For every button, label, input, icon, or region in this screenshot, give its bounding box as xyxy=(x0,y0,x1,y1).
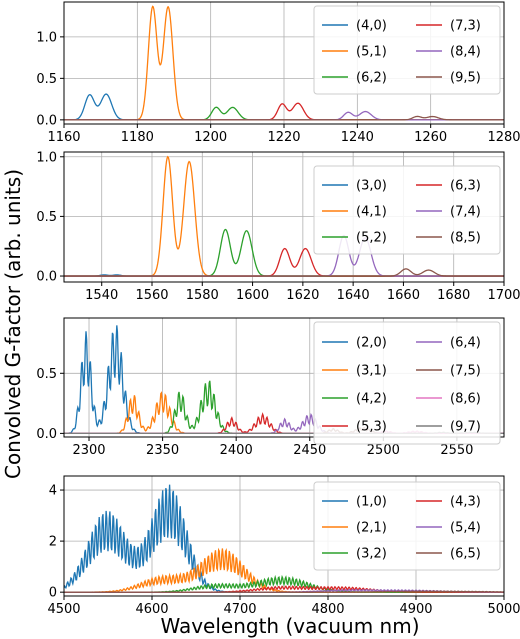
legend-entry: (8,4) xyxy=(450,45,481,60)
legend-entry: (4,0) xyxy=(356,19,387,34)
axes-frame xyxy=(63,317,505,438)
legend-entry: (6,4) xyxy=(450,336,481,351)
legend-entry: (8,6) xyxy=(450,392,481,407)
x-tick-label: 1260 xyxy=(414,130,447,145)
legend-entry: (2,0) xyxy=(356,336,387,351)
x-tick-label: 1280 xyxy=(487,130,520,145)
legend-entry: (6,5) xyxy=(450,547,481,562)
x-tick-label: 1580 xyxy=(186,288,219,303)
y-tick-label: 2 xyxy=(49,535,57,550)
chart-panel-2: 1540 1560 1580 1600 1620 1640 1660 1680 1700 0.0 0… xyxy=(36,150,520,303)
y-tick-label: 1.0 xyxy=(36,150,57,165)
plot-area xyxy=(64,484,504,593)
axes-frame xyxy=(63,151,505,283)
plot-area xyxy=(64,155,504,277)
y-tick-label: 0.5 xyxy=(36,210,57,225)
plot-area xyxy=(64,5,504,121)
legend-entry: (5,4) xyxy=(450,521,481,536)
x-tick-label: 2450 xyxy=(293,443,326,458)
legend-entry: (1,0) xyxy=(356,495,387,510)
x-tick-label: 1160 xyxy=(47,130,80,145)
legend-entry: (4,1) xyxy=(356,205,387,220)
x-tick-label: 1220 xyxy=(267,130,300,145)
y-tick-label: 0 xyxy=(49,586,57,601)
legend-entry: (7,5) xyxy=(450,364,481,379)
x-tick-label: 1560 xyxy=(135,288,168,303)
y-tick-label: 1.0 xyxy=(36,30,57,45)
legend-box xyxy=(313,481,501,571)
x-tick-label: 4800 xyxy=(311,602,344,617)
legend-entry: (6,2) xyxy=(356,71,387,86)
chart-panel-1: 1160 1180 1200 1220 1240 1260 1280 0.0 0.5 1.0 (4,… xyxy=(36,1,520,145)
legend-entry: (3,1) xyxy=(356,364,387,379)
legend-box xyxy=(313,321,501,445)
legend-entry: (7,3) xyxy=(450,19,481,34)
x-tick-label: 1600 xyxy=(236,288,269,303)
x-tick-label: 1660 xyxy=(387,288,420,303)
x-tick-label: 4500 xyxy=(47,602,80,617)
y-tick-label: 0.5 xyxy=(36,72,57,87)
x-tick-label: 1640 xyxy=(337,288,370,303)
series-line xyxy=(64,268,504,277)
series-line xyxy=(64,115,504,121)
x-tick-label: 1620 xyxy=(286,288,319,303)
series-line xyxy=(64,590,504,593)
y-tick-label: 0.0 xyxy=(36,270,57,285)
legend-entry: (5,1) xyxy=(356,45,387,60)
legend-entry: (5,2) xyxy=(356,231,387,246)
legend-entry: (7,4) xyxy=(450,205,481,220)
x-tick-label: 1180 xyxy=(121,130,154,145)
x-tick-label: 2550 xyxy=(440,443,473,458)
x-tick-label: 2300 xyxy=(72,443,105,458)
x-tick-label: 2350 xyxy=(146,443,179,458)
legend: (1,0) (2,1) (3,2) (4,3) (5,4) (6,5) xyxy=(313,481,501,571)
x-tick-label: 2400 xyxy=(220,443,253,458)
y-tick-label: 4 xyxy=(49,484,57,499)
legend-entry: (6,3) xyxy=(450,179,481,194)
legend-entry: (5,3) xyxy=(356,420,387,435)
legend-entry: (3,2) xyxy=(356,547,387,562)
chart-panel-3: 2300 2350 2400 2450 2500 2550 0.0 0.5 (2,0) (3,1)… xyxy=(36,317,505,458)
y-tick-label: 0.0 xyxy=(36,113,57,128)
chart-panel-4: 4500 4600 4700 4800 4900 5000 0 2 4 (1,0) (2,1) (3,… xyxy=(47,475,520,617)
legend-entry: (2,1) xyxy=(356,521,387,536)
y-tick-label: 0.5 xyxy=(36,367,57,382)
x-tick-label: 1200 xyxy=(194,130,227,145)
x-tick-label: 1680 xyxy=(437,288,470,303)
y-tick-label: 0.0 xyxy=(36,427,57,442)
legend: (3,0) (4,1) (5,2) (6,3) (7,4) (8,5) xyxy=(313,165,501,255)
x-tick-label: 4900 xyxy=(399,602,432,617)
axes-frame xyxy=(63,475,505,597)
legend-entry: (9,7) xyxy=(450,420,481,435)
legend: (2,0) (3,1) (4,2) (5,3) (6,4) (7,5) (8,6) (9,7) xyxy=(313,321,501,445)
x-axis-label: Wavelength (vacuum nm) xyxy=(160,614,419,638)
x-tick-label: 5000 xyxy=(487,602,520,617)
x-tick-label: 4700 xyxy=(223,602,256,617)
x-tick-label: 1240 xyxy=(341,130,374,145)
legend-entry: (4,3) xyxy=(450,495,481,510)
x-tick-label: 4600 xyxy=(135,602,168,617)
legend: (4,0) (5,1) (6,2) (7,3) (8,4) (9,5) xyxy=(313,5,501,95)
y-axis-label: Convolved G-factor (arb. units) xyxy=(1,169,25,479)
legend-box xyxy=(313,165,501,255)
legend-box xyxy=(313,5,501,95)
x-tick-label: 2500 xyxy=(367,443,400,458)
legend-entry: (8,5) xyxy=(450,231,481,246)
x-tick-label: 1700 xyxy=(487,288,520,303)
legend-entry: (9,5) xyxy=(450,71,481,86)
x-tick-label: 1540 xyxy=(85,288,118,303)
legend-entry: (3,0) xyxy=(356,179,387,194)
legend-entry: (4,2) xyxy=(356,392,387,407)
